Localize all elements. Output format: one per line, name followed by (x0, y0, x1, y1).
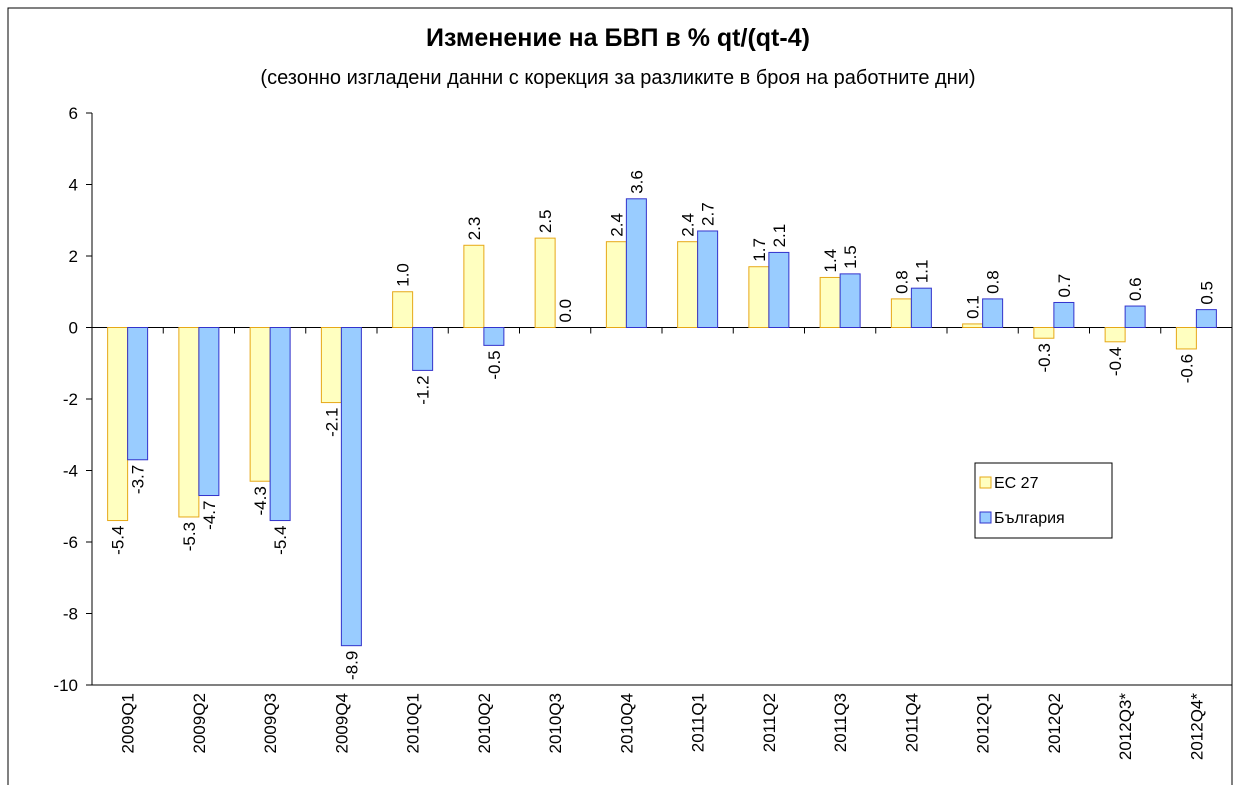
bar (249, 327, 271, 482)
value-label: -5.4 (271, 526, 290, 555)
value-label: 0.8 (892, 270, 911, 294)
value-label: -3.7 (129, 465, 148, 494)
bar (890, 298, 912, 328)
y-tick-label: -6 (63, 533, 78, 552)
value-label: 1.7 (750, 238, 769, 262)
x-tick-label: 2009Q4 (332, 693, 351, 754)
x-tick-label: 2012Q3* (1116, 693, 1135, 760)
bar (910, 287, 932, 328)
x-tick-label: 2012Q4* (1187, 693, 1206, 760)
value-label: 0.7 (1055, 274, 1074, 298)
value-label: 2.4 (607, 213, 626, 237)
bar (534, 237, 556, 328)
value-label: 3.6 (627, 170, 646, 194)
x-tick-label: 2009Q1 (119, 693, 138, 754)
value-label: 2.5 (536, 209, 555, 233)
x-tick-label: 2012Q2 (1045, 693, 1064, 754)
legend-box (974, 462, 1113, 539)
bar (625, 198, 647, 328)
bar (677, 241, 699, 328)
value-label: -0.6 (1177, 354, 1196, 383)
value-label: 1.1 (912, 260, 931, 284)
x-tick-label: 2011Q4 (902, 693, 921, 752)
bar (1175, 327, 1197, 350)
chart-subtitle: (сезонно изгладени данни с корекция за р… (260, 67, 975, 89)
x-tick-label: 2012Q1 (974, 693, 993, 754)
value-label: -5.4 (109, 526, 128, 555)
bar (819, 276, 841, 329)
bar (697, 230, 719, 329)
value-label: -0.5 (485, 350, 504, 379)
legend-label: България (994, 510, 1065, 527)
value-label: -1.2 (414, 375, 433, 404)
y-tick-label: 4 (69, 176, 78, 195)
value-label: 0.6 (1126, 277, 1145, 301)
bar (1195, 309, 1217, 328)
value-label: 2.1 (770, 224, 789, 248)
y-tick-label: 2 (69, 247, 78, 266)
x-tick-label: 2011Q3 (831, 693, 850, 752)
chart-title: Изменение на БВП в % qt/(qt-4) (426, 24, 810, 52)
bar (463, 244, 485, 328)
value-label: 0.1 (964, 295, 983, 319)
bar (962, 323, 984, 328)
x-tick-label: 2010Q2 (475, 693, 494, 754)
bar (340, 327, 362, 647)
value-label: -8.9 (342, 651, 361, 680)
value-label: -0.3 (1035, 343, 1054, 372)
value-label: -0.4 (1106, 347, 1125, 376)
bar (1124, 305, 1146, 328)
bar (127, 327, 149, 461)
y-tick-label: -10 (53, 676, 78, 695)
x-tick-label: 2011Q2 (760, 693, 779, 752)
x-tick-label: 2011Q1 (689, 693, 708, 752)
bar (392, 291, 414, 328)
bar (412, 327, 434, 371)
bar (107, 327, 129, 522)
bar (982, 298, 1004, 328)
y-tick-label: -2 (63, 390, 78, 409)
value-label: 2.4 (679, 213, 698, 237)
bar (483, 327, 505, 346)
bar (839, 273, 861, 328)
value-label: 2.7 (699, 202, 718, 226)
bar (605, 241, 627, 328)
bar (178, 327, 200, 518)
x-tick-label: 2010Q1 (404, 693, 423, 754)
bar (320, 327, 342, 404)
legend-label: ЕС 27 (994, 475, 1039, 492)
bar (768, 251, 790, 328)
y-tick-label: -8 (63, 605, 78, 624)
bar (748, 266, 770, 329)
value-label: 0.5 (1197, 281, 1216, 305)
value-label: 2.3 (465, 217, 484, 241)
bar (269, 327, 291, 522)
value-label: 0.8 (984, 270, 1003, 294)
legend-swatch (979, 476, 992, 489)
value-label: 0.0 (556, 299, 575, 323)
x-tick-label: 2010Q3 (546, 693, 565, 754)
value-label: 1.5 (841, 245, 860, 269)
value-label: -4.3 (251, 486, 270, 515)
bar (198, 327, 220, 497)
y-tick-label: 6 (69, 104, 78, 123)
value-label: -4.7 (200, 501, 219, 530)
y-tick-label: 0 (69, 319, 78, 338)
value-label: -2.1 (322, 408, 341, 437)
value-label: -5.3 (180, 522, 199, 551)
x-tick-label: 2009Q2 (190, 693, 209, 754)
y-tick-label: -4 (63, 462, 78, 481)
legend-swatch (979, 511, 992, 524)
bar (1033, 327, 1055, 339)
bar (1053, 301, 1075, 329)
value-label: 1.0 (394, 263, 413, 287)
x-tick-label: 2009Q3 (261, 693, 280, 754)
x-tick-label: 2010Q4 (617, 693, 636, 754)
value-label: 1.4 (821, 249, 840, 273)
bar (1104, 327, 1126, 343)
